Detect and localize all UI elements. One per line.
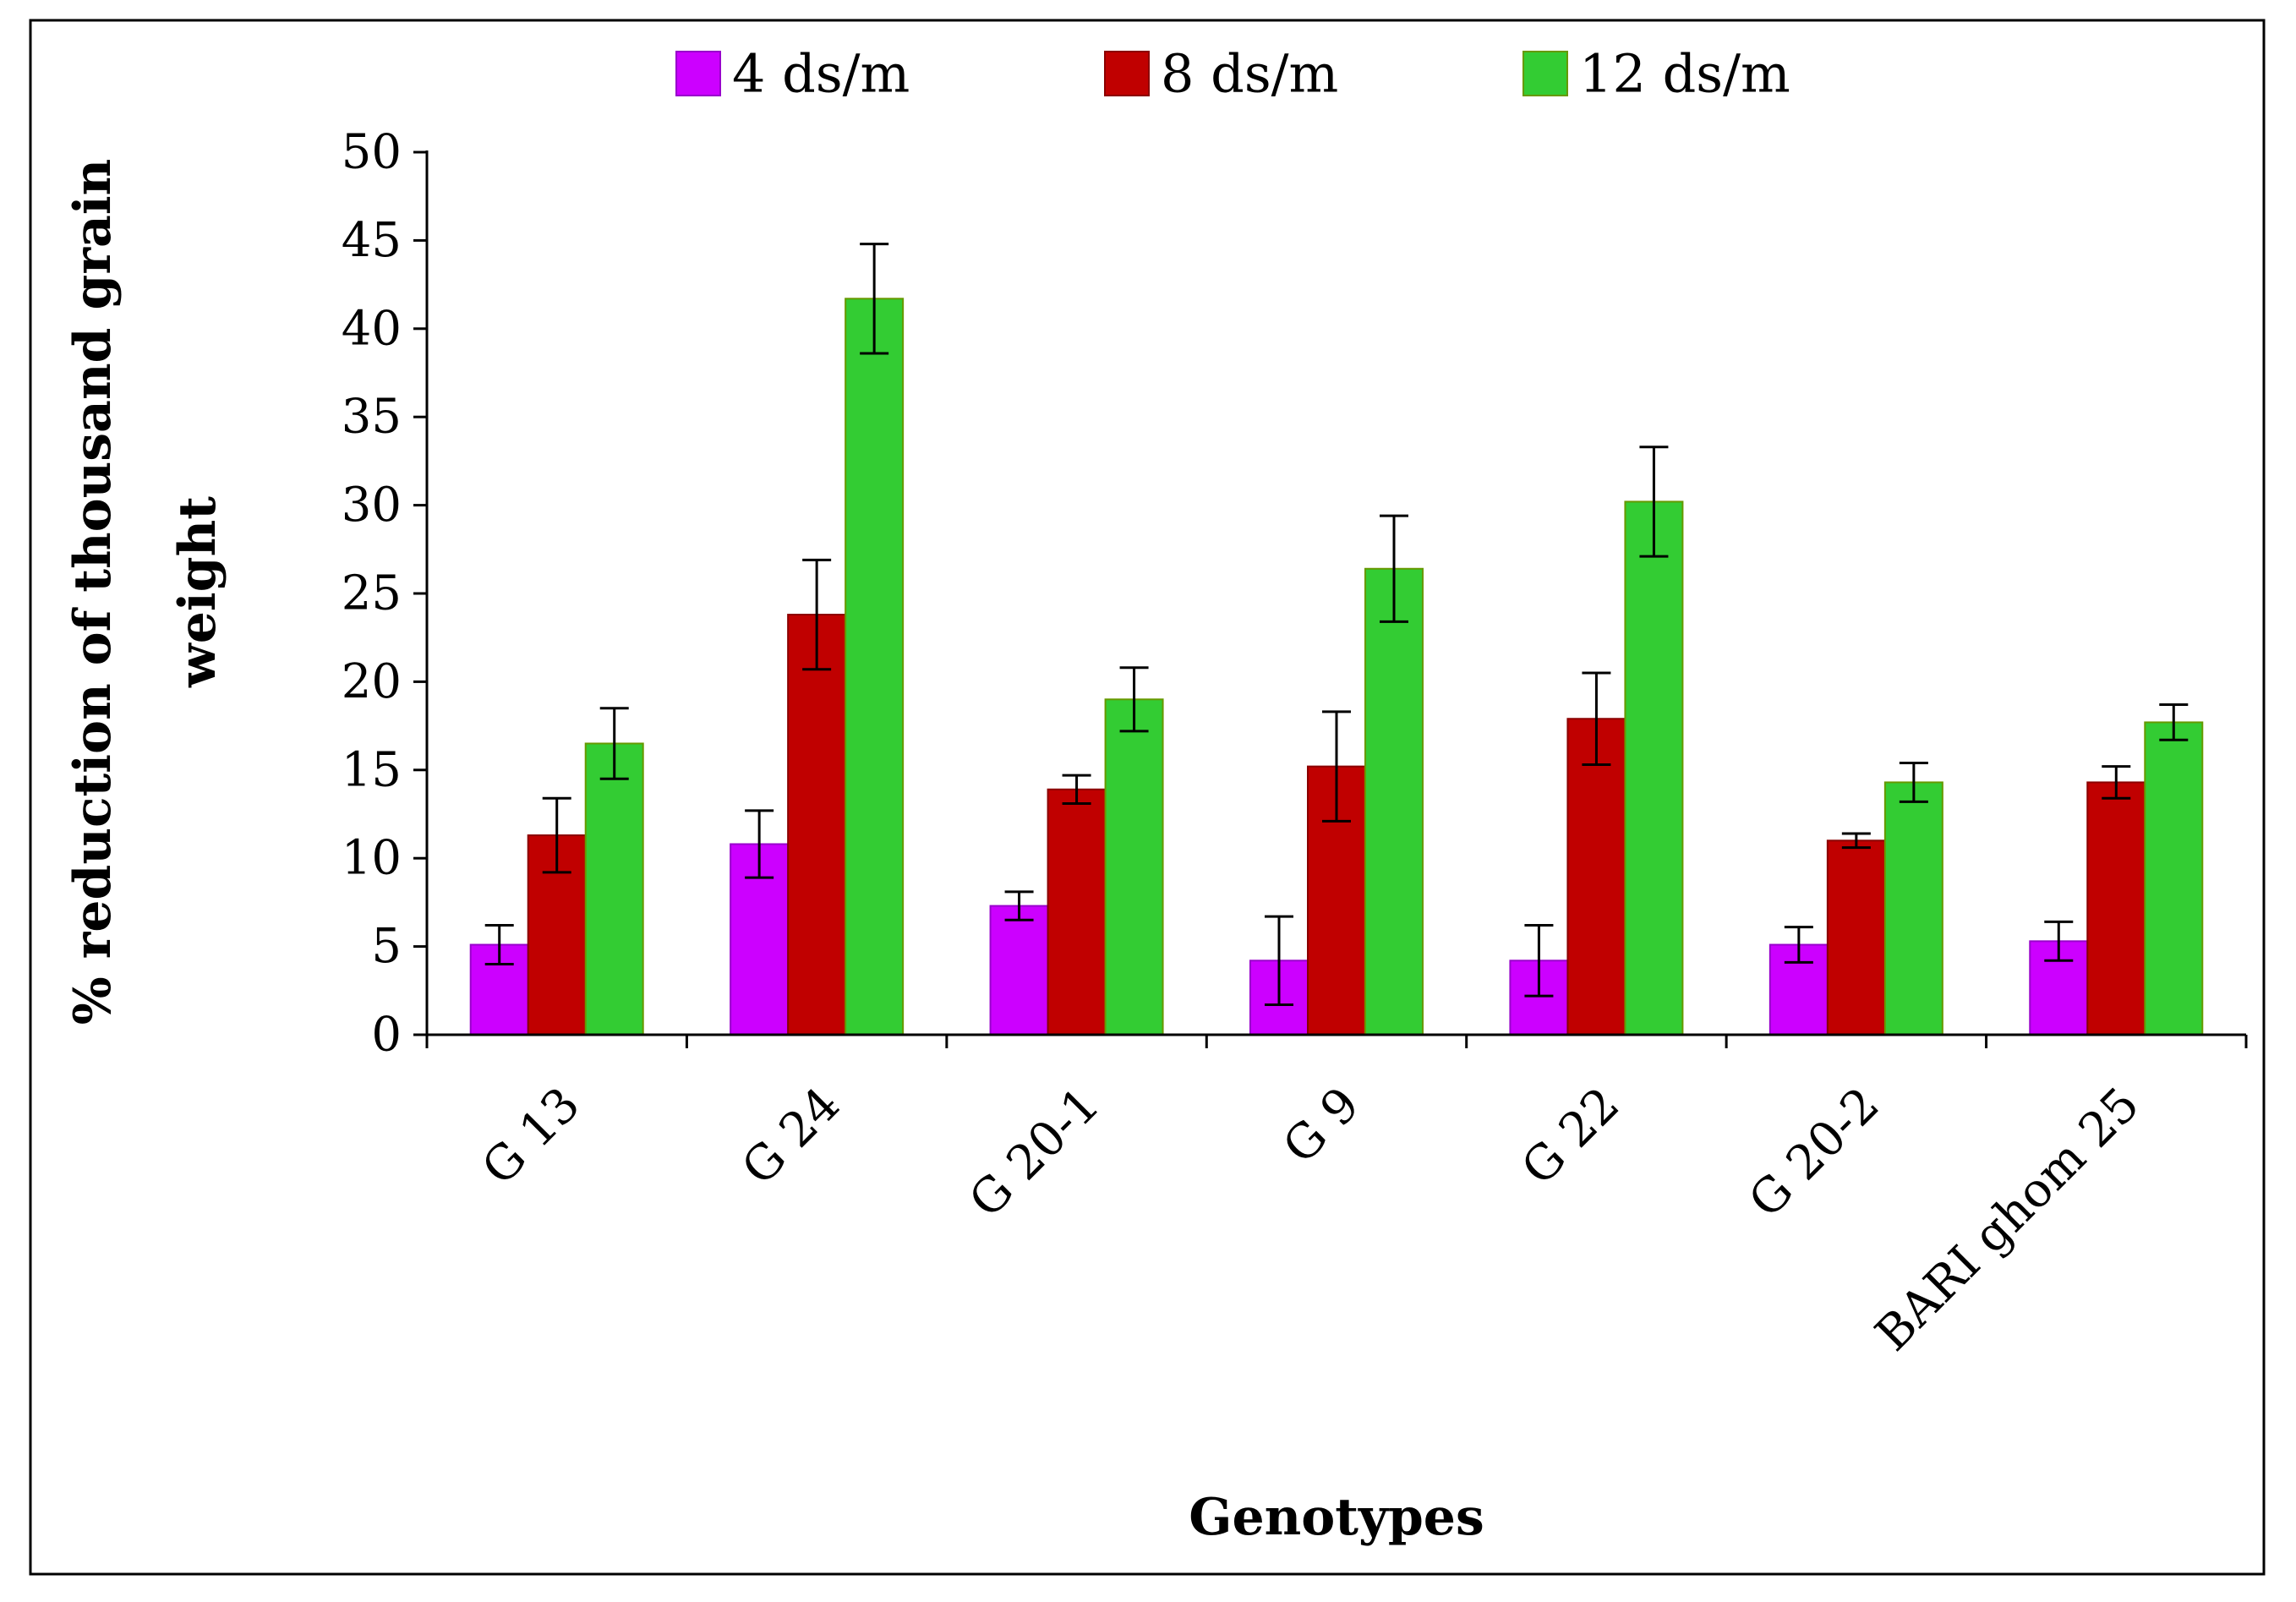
error-bar [1380,514,1408,623]
bar-12-ds-m-G-24 [845,298,905,1036]
y-tick-label: 25 [342,566,402,621]
error-bar [484,924,514,965]
error-bar [1322,710,1351,823]
error-bars [484,243,2189,1007]
error-bar [802,558,832,671]
x-axis-title: Genotypes [1189,1488,1484,1547]
bar-8-ds-m-BARI-ghom-25 [2086,781,2146,1036]
error-bar [1265,915,1293,1007]
y-axis-ticks: 0 5 10 15 20 25 30 35 40 45 50 [342,125,427,1063]
bar-4-ds-m-G-20-1 [989,905,1049,1036]
error-bar [1119,666,1149,733]
error-bar [1582,671,1611,767]
error-bar [1639,446,1669,558]
y-tick-label: 20 [342,654,402,709]
legend: 4 ds/m 8 ds/m 12 ds/m [675,43,1790,105]
y-tick-label: 35 [342,390,402,445]
y-tick-label: 45 [342,213,402,268]
legend-item: 8 ds/m [1104,43,1338,105]
y-tick-label: 40 [342,301,402,356]
bar-12-ds-m-BARI-ghom-25 [2144,721,2204,1036]
y-tick-label: 10 [342,831,402,886]
bar-12-ds-m-G-20-1 [1104,698,1164,1036]
y-axis-title-line-2: weight [168,496,227,688]
error-bar [1524,924,1554,998]
y-tick-label: 30 [342,478,402,533]
error-bar [745,809,774,879]
error-bar [2044,920,2074,962]
error-bar [2102,765,2131,800]
y-axis-title: % reduction of thousand grain weight [63,159,227,1025]
legend-label: 12 ds/m [1579,43,1790,105]
y-tick-label: 50 [342,125,402,180]
bar-12-ds-m-G-22 [1624,500,1684,1036]
error-bar [1004,890,1034,921]
y-tick-label: 0 [371,1008,402,1063]
error-bar [860,243,889,355]
legend-swatch [1104,51,1150,96]
error-bar [1899,761,1928,803]
error-bar [599,707,629,780]
error-bar [1784,926,1813,964]
bar-12-ds-m-G-13 [584,742,644,1036]
bar-8-ds-m-G-20-2 [1826,839,1886,1036]
y-tick-label: 5 [371,919,402,974]
error-bar [2159,703,2189,741]
legend-swatch [675,51,721,96]
error-bar [1062,774,1091,805]
error-bar [1841,832,1871,850]
legend-item: 4 ds/m [675,43,910,105]
bar-8-ds-m-G-22 [1566,718,1626,1036]
y-tick-label: 15 [342,742,402,797]
legend-item: 12 ds/m [1522,43,1790,105]
bar-12-ds-m-G-20-2 [1883,781,1943,1036]
bar-8-ds-m-G-24 [787,614,847,1036]
bars [469,298,2204,1036]
legend-label: 4 ds/m [732,43,910,105]
bar-12-ds-m-G-9 [1364,567,1424,1036]
legend-swatch [1522,51,1568,96]
legend-label: 8 ds/m [1161,43,1338,105]
bar-8-ds-m-G-20-1 [1047,788,1107,1036]
y-axis-title-line-1: % reduction of thousand grain [63,159,123,1025]
error-bar [542,796,571,874]
